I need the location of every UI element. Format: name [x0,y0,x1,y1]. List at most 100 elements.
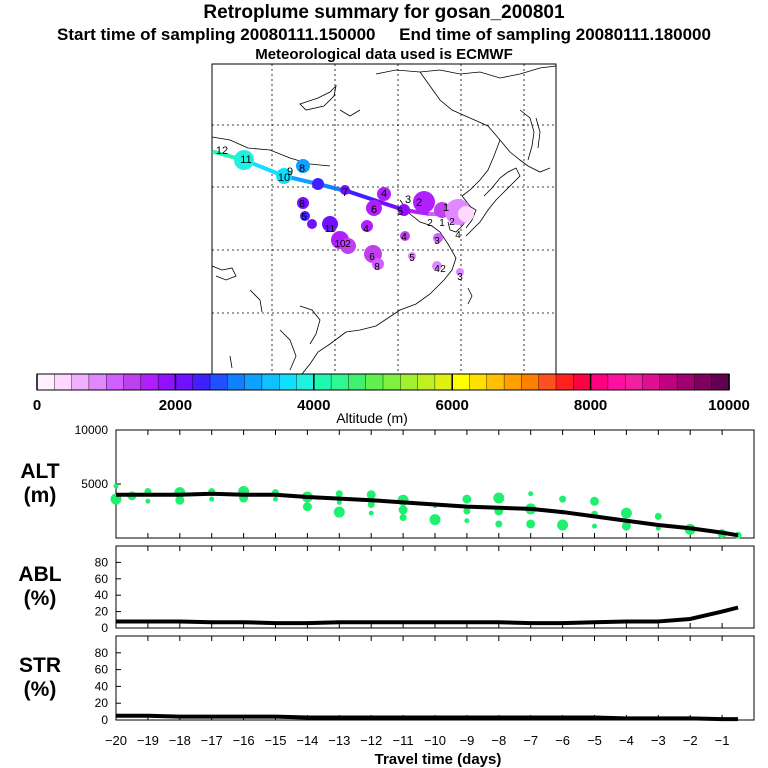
start-time: Start time of sampling 20080111.150000 [57,25,376,44]
x-tick-label: −13 [328,733,350,748]
x-tick-label: −1 [715,733,730,748]
trajectory-age-label: 5 [409,253,415,264]
colorbar-swatch [711,373,730,391]
trajectory-age-label: 4 [434,264,440,275]
x-tick-label: −17 [201,733,223,748]
cluster-point [273,496,278,502]
cluster-point [145,498,151,504]
colorbar-swatch [175,373,194,391]
trajectory-cluster [372,258,384,270]
colorbar-swatch [521,373,540,391]
colorbar-tick-label: 0 [33,397,41,414]
trajectory-age-label: 2 [449,217,455,228]
panel-alt: 5000 10000 ALT(m) [20,423,755,539]
trajectory-cluster [432,261,442,271]
trajectory-age-label: 6 [371,204,377,216]
cluster-point [367,501,375,509]
trajectory-age-label: 2 [416,197,422,209]
colorbar-swatch [365,373,384,391]
cluster-point [526,519,536,529]
trajectory-cluster [377,187,391,201]
colorbar-swatch [313,373,332,391]
mean-line [116,605,739,626]
panel-ylabel-unit: (%) [24,587,57,610]
colorbar-tick-label: 4000 [297,397,330,414]
cluster-point [209,496,215,502]
colorbar-swatch [555,373,574,391]
y-tick-label: 20 [95,605,109,619]
colorbar-swatch [573,373,592,391]
cluster-point [592,523,597,529]
trajectory-cluster [361,220,373,232]
trajectory-cluster [234,150,254,170]
colorbar-swatch [607,373,626,391]
colorbar-swatch [71,373,90,391]
colorbar-swatch [140,373,159,391]
x-tick-label: −11 [393,733,414,748]
panel-str: 0 20 40 60 80 STR(%) [19,635,755,727]
colorbar-swatch [123,373,142,391]
end-time: End time of sampling 20080111.180000 [399,25,711,44]
panel-ylabel-name: ALT [20,460,59,483]
colorbar-swatch [36,373,55,391]
y-tick-label: 5000 [81,477,108,491]
cluster-point [302,502,312,512]
colorbar-swatch [659,373,678,391]
panel-frame [115,545,755,629]
trajectory-cluster [400,231,410,241]
colorbar-swatch [105,373,125,391]
cluster-point [333,506,345,518]
x-tick-label: −19 [137,733,159,748]
trajectory-cluster [307,219,317,229]
trajectory-age-label: 4 [363,224,369,235]
trajectory-age-label: 3 [405,194,411,206]
trajectory-age-label: 10 [278,172,290,184]
colorbar-swatch [279,373,298,391]
panel-ylabel-unit: (%) [24,678,57,701]
colorbar-swatch [261,373,280,391]
colorbar-swatch [642,373,661,391]
trajectory-age-label: 11 [325,224,336,235]
trajectory-cluster [366,200,382,216]
x-tick-label: −6 [555,733,570,748]
colorbar-swatch [625,373,644,391]
cluster-point [528,491,534,497]
panel-abl: 0 20 40 60 80 ABL(%) [18,545,755,635]
colorbar-swatch [330,373,350,391]
trajectory-age-label: 8 [299,199,305,210]
cluster-point [557,519,569,531]
colorbar-swatch [434,373,453,391]
met-data-note: Meteorological data used is ECMWF [255,46,513,63]
trajectory-age-label: 9 [287,166,293,178]
trajectory-cluster [300,211,310,221]
x-tick-label: −2 [683,733,698,748]
trajectory-cluster [312,178,324,190]
x-tick-label: −9 [459,733,474,748]
colorbar-swatch [400,373,419,391]
cluster-point [175,495,185,505]
colorbar-swatch [54,373,73,391]
colorbar-swatch [192,373,211,391]
x-tick-label: −4 [619,733,634,748]
trajectory-age-label: 7 [342,187,348,199]
x-tick-label: −14 [296,733,318,748]
trajectory-cluster [322,216,338,232]
y-tick-label: 40 [95,679,109,693]
colorbar: 0 2000 4000 6000 8000 10000 Altitude (m) [33,373,750,426]
x-tick-label: −20 [105,733,127,748]
trajectory-age-label: 1 [439,218,445,229]
colorbar-swatch [88,373,107,391]
trajectory-age-label: 12 [216,145,228,157]
colorbar-swatch [538,373,557,391]
colorbar-swatch [157,373,177,391]
trajectory-age-label: 5 [397,206,403,218]
trajectory-age-label: 1 [443,202,449,214]
trajectory-cluster [408,252,416,260]
colorbar-swatch [452,373,471,391]
colorbar-swatch [209,373,228,391]
trajectory-age-label: 8 [299,163,305,175]
trajectory-age-label: 2 [345,239,351,250]
cluster-point [366,490,376,500]
